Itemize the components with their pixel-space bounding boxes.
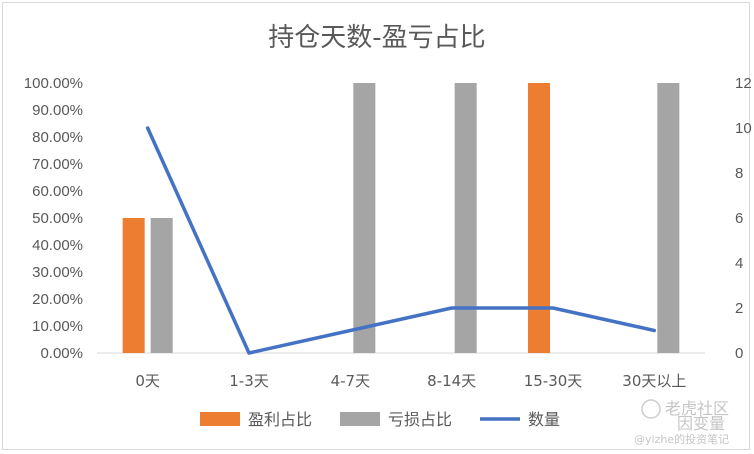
line-series [145, 126, 657, 355]
legend-swatch [340, 412, 380, 426]
watermark-logo-icon [641, 399, 661, 419]
right-tick-label: 2 [735, 300, 743, 317]
right-tick-label: 6 [735, 210, 743, 227]
left-tick-label: 40.00% [32, 237, 83, 254]
bar-series [122, 83, 680, 353]
watermark-line3: @yizhe的投资笔记 [634, 432, 729, 446]
legend: 盈利占比 亏损占比 数量 [200, 410, 560, 429]
right-axis-ticks: 0 2 4 6 8 10 12 [735, 75, 752, 362]
watermark-line1: 老虎社区 [665, 399, 729, 418]
legend-label: 数量 [528, 410, 560, 429]
left-tick-label: 0.00% [40, 345, 83, 362]
category-labels: 0天 1-3天 4-7天 8-14天 15-30天 30天以上 [135, 372, 686, 390]
left-tick-label: 30.00% [32, 264, 83, 281]
left-axis-ticks: 0.00% 10.00% 20.00% 30.00% 40.00% 50.00% 60.00… [24, 75, 83, 362]
left-tick-label: 80.00% [32, 129, 83, 146]
left-tick-label: 60.00% [32, 183, 83, 200]
category-label: 8-14天 [427, 372, 476, 390]
right-tick-label: 10 [735, 120, 752, 137]
bar-loss [150, 218, 173, 353]
left-tick-label: 50.00% [32, 210, 83, 227]
bar-profit [122, 218, 145, 353]
bar-loss [353, 83, 376, 353]
category-label: 0天 [135, 372, 160, 390]
left-tick-label: 20.00% [32, 291, 83, 308]
legend-swatch [200, 412, 240, 426]
category-label: 30天以上 [622, 372, 686, 390]
legend-label: 亏损占比 [388, 410, 452, 429]
bar-loss [657, 83, 680, 353]
left-tick-label: 100.00% [24, 75, 83, 92]
right-tick-label: 12 [735, 75, 752, 92]
bar-loss [454, 83, 477, 353]
category-label: 15-30天 [524, 372, 583, 390]
right-tick-label: 8 [735, 165, 743, 182]
left-tick-label: 90.00% [32, 102, 83, 119]
right-tick-label: 4 [735, 255, 743, 272]
legend-label: 盈利占比 [248, 410, 312, 429]
watermark: 老虎社区 因变量 @yizhe的投资笔记 [634, 399, 729, 446]
watermark-line2: 因变量 [677, 414, 725, 433]
right-tick-label: 0 [735, 345, 743, 362]
bar-profit [528, 83, 550, 353]
left-tick-label: 70.00% [32, 156, 83, 173]
count-line [145, 126, 657, 355]
chart-title: 持仓天数-盈亏占比 [268, 23, 485, 53]
category-label: 1-3天 [229, 372, 269, 390]
category-label: 4-7天 [331, 372, 371, 390]
left-tick-label: 10.00% [32, 318, 83, 335]
